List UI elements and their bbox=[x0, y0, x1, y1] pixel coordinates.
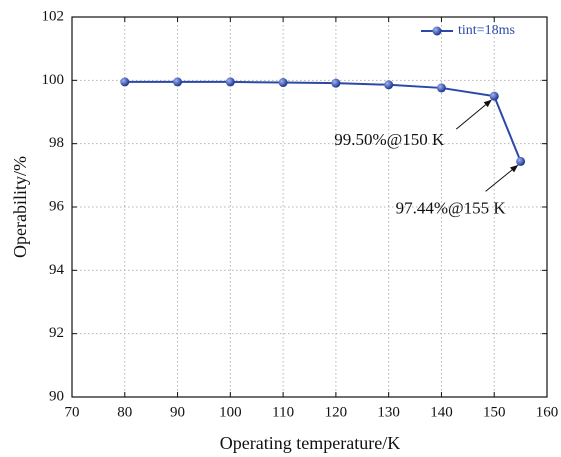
annotation-arrow bbox=[485, 164, 519, 192]
y-tick-label: 102 bbox=[42, 8, 65, 24]
y-tick-label: 92 bbox=[49, 325, 64, 341]
data-point bbox=[173, 77, 183, 87]
y-tick-label: 90 bbox=[49, 388, 64, 404]
y-tick-label: 98 bbox=[49, 135, 64, 151]
data-point bbox=[516, 156, 526, 166]
series-line bbox=[124, 80, 522, 162]
x-tick-label: 80 bbox=[117, 404, 132, 420]
data-point bbox=[120, 77, 130, 87]
x-tick-label: 140 bbox=[430, 404, 453, 420]
legend-label: tint=18ms bbox=[458, 23, 515, 38]
data-point bbox=[384, 80, 394, 90]
y-tick-label: 94 bbox=[49, 262, 65, 278]
x-axis-title: Operating temperature/K bbox=[220, 433, 400, 453]
plot-frame bbox=[71, 16, 548, 398]
data-point bbox=[278, 78, 288, 88]
annotation: 97.44%@155 K bbox=[396, 198, 507, 217]
x-tick-label: 110 bbox=[272, 404, 294, 420]
y-tick-label: 100 bbox=[42, 72, 65, 88]
y-axis-title: Operability/% bbox=[10, 156, 30, 258]
data-point bbox=[489, 91, 499, 101]
annotation: 99.50%@150 K bbox=[334, 130, 445, 149]
annotation-arrow bbox=[455, 99, 492, 130]
data-point bbox=[331, 78, 341, 88]
x-tick-label: 100 bbox=[219, 404, 242, 420]
x-tick-label: 120 bbox=[325, 404, 348, 420]
x-tick-label: 160 bbox=[536, 404, 559, 420]
legend-marker bbox=[432, 26, 442, 36]
y-tick-label: 96 bbox=[49, 198, 65, 214]
data-point bbox=[225, 77, 235, 87]
data-point bbox=[436, 83, 446, 93]
x-tick-label: 130 bbox=[377, 404, 400, 420]
x-tick-label: 150 bbox=[483, 404, 506, 420]
x-tick-label: 90 bbox=[170, 404, 185, 420]
x-tick-label: 70 bbox=[65, 404, 80, 420]
